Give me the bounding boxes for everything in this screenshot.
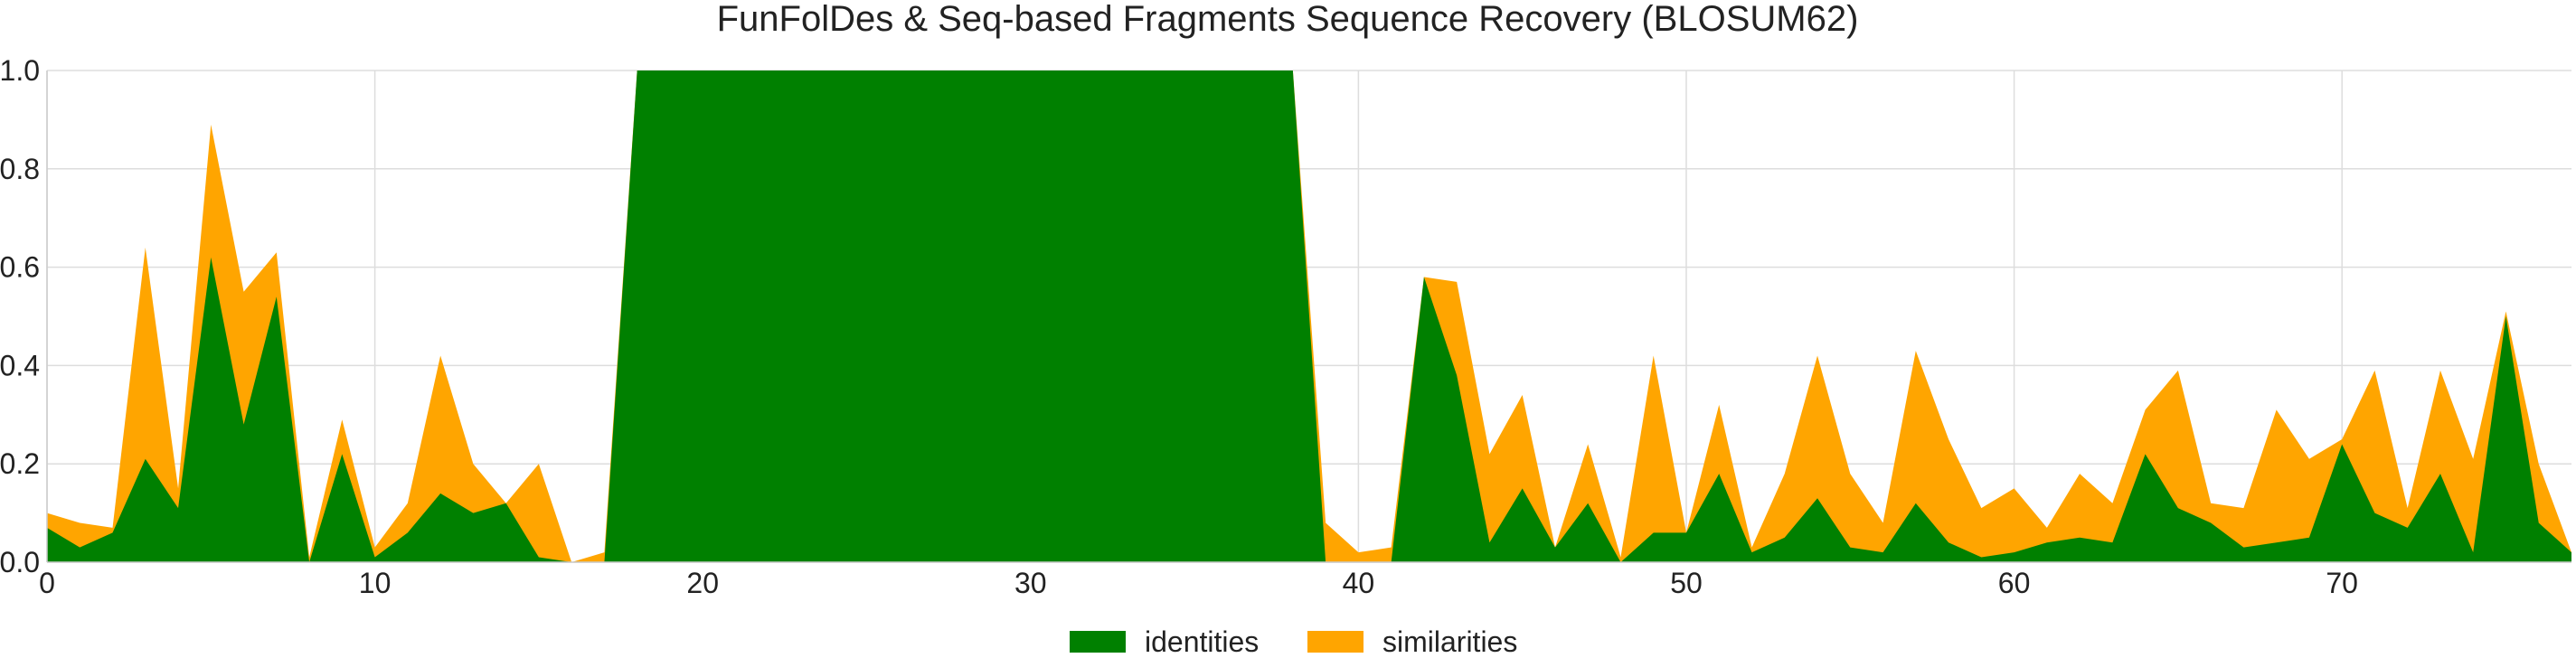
y-tick-label: 0.4 bbox=[0, 349, 40, 381]
legend: identities similarities bbox=[1070, 625, 1517, 658]
legend-swatch bbox=[1307, 631, 1363, 653]
x-tick-label: 20 bbox=[686, 567, 719, 599]
legend-item-similarities: similarities bbox=[1307, 625, 1517, 658]
series-areas bbox=[47, 70, 2571, 562]
legend-swatch bbox=[1070, 631, 1126, 653]
x-tick-label: 60 bbox=[1998, 567, 2031, 599]
x-tick-label: 10 bbox=[359, 567, 392, 599]
y-tick-label: 0.8 bbox=[0, 153, 40, 185]
x-tick-labels: 0 10 20 30 40 50 60 70 bbox=[39, 567, 2358, 599]
legend-label: identities bbox=[1145, 625, 1259, 658]
y-tick-label: 0.6 bbox=[0, 251, 40, 284]
y-tick-label: 0.2 bbox=[0, 447, 40, 480]
axes bbox=[46, 70, 2571, 563]
x-tick-label: 40 bbox=[1343, 567, 1375, 599]
y-tick-label: 1.0 bbox=[0, 54, 40, 87]
y-tick-label: 0.0 bbox=[0, 546, 40, 578]
series-area-identities bbox=[47, 70, 2571, 562]
x-tick-label: 0 bbox=[39, 567, 55, 599]
x-tick-label: 30 bbox=[1014, 567, 1047, 599]
legend-label: similarities bbox=[1382, 625, 1517, 658]
chart-title: FunFolDes & Seq-based Fragments Sequence… bbox=[717, 0, 1859, 39]
x-tick-label: 50 bbox=[1670, 567, 1703, 599]
x-tick-label: 70 bbox=[2326, 567, 2358, 599]
legend-item-identities: identities bbox=[1070, 625, 1259, 658]
y-tick-labels: 0.0 0.2 0.4 0.6 0.8 1.0 bbox=[0, 54, 40, 578]
